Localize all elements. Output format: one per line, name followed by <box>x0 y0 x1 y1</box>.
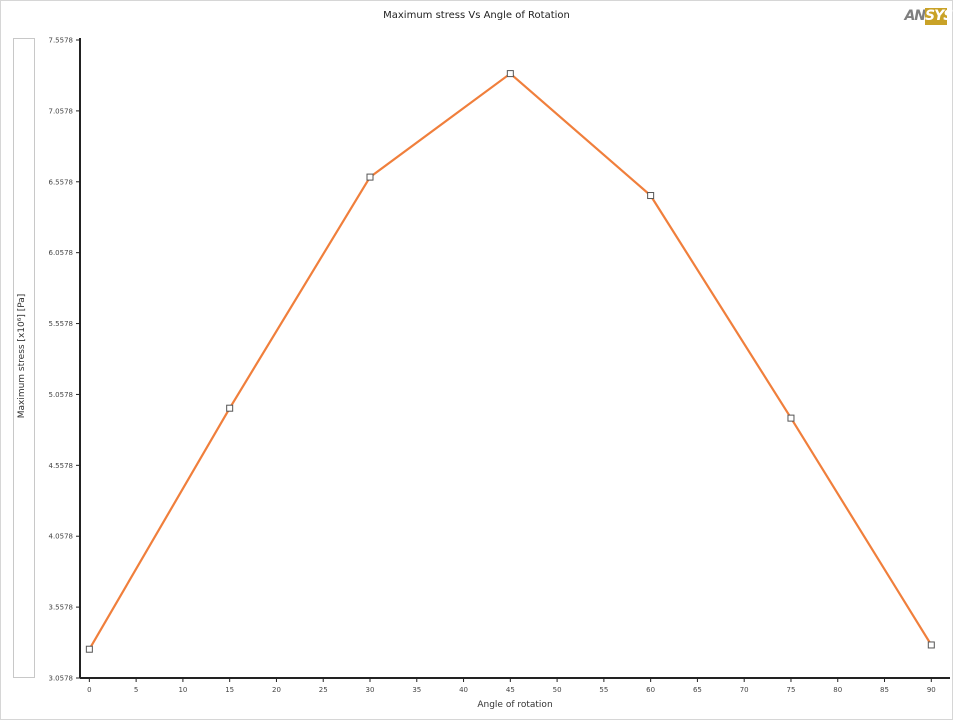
data-point <box>647 192 655 200</box>
x-tick-label: 40 <box>459 686 468 694</box>
x-tick-label: 35 <box>412 686 421 694</box>
x-axis-label: Angle of rotation <box>477 700 553 710</box>
x-tick-label: 30 <box>366 686 375 694</box>
x-tick-label: 50 <box>553 686 562 694</box>
y-tick-label: 7.5578 <box>49 37 74 45</box>
x-tick-label: 10 <box>178 686 187 694</box>
x-tick-label: 55 <box>599 686 608 694</box>
x-tick-label: 70 <box>740 686 749 694</box>
x-tick-label: 25 <box>319 686 328 694</box>
data-point <box>226 404 234 412</box>
y-tick-label: 4.5578 <box>49 462 74 470</box>
data-point <box>506 70 514 78</box>
logo-text-left: AN <box>901 8 926 25</box>
x-tick-label: 45 <box>506 686 515 694</box>
x-tick-label: 5 <box>134 686 138 694</box>
chart-title: Maximum stress Vs Angle of Rotation <box>383 10 570 21</box>
y-tick-label: 6.5578 <box>49 178 74 186</box>
data-point <box>927 641 935 649</box>
y-tick-label: 3.5578 <box>49 604 74 612</box>
x-tick-label: 15 <box>225 686 234 694</box>
logo-text-right: SYS <box>925 8 953 25</box>
x-tick-label: 60 <box>646 686 655 694</box>
y-tick-label: 3.0578 <box>49 675 74 683</box>
data-point <box>366 173 374 181</box>
data-point <box>85 645 93 653</box>
ansys-logo: AN SYS <box>901 8 953 25</box>
x-tick-label: 0 <box>87 686 91 694</box>
x-tick-label: 90 <box>927 686 936 694</box>
x-tick-label: 75 <box>787 686 796 694</box>
legend-box <box>13 38 35 678</box>
y-tick-label: 4.0578 <box>49 533 74 541</box>
x-tick-label: 85 <box>880 686 889 694</box>
data-point <box>787 414 795 422</box>
series-line <box>88 72 933 650</box>
x-tick-label: 80 <box>833 686 842 694</box>
y-tick-label: 7.0578 <box>49 107 74 115</box>
y-tick-label: 5.5578 <box>49 320 74 328</box>
y-tick-label: 5.0578 <box>49 391 74 399</box>
x-tick-label: 65 <box>693 686 702 694</box>
x-tick-label: 20 <box>272 686 281 694</box>
y-tick-label: 6.0578 <box>49 249 74 257</box>
